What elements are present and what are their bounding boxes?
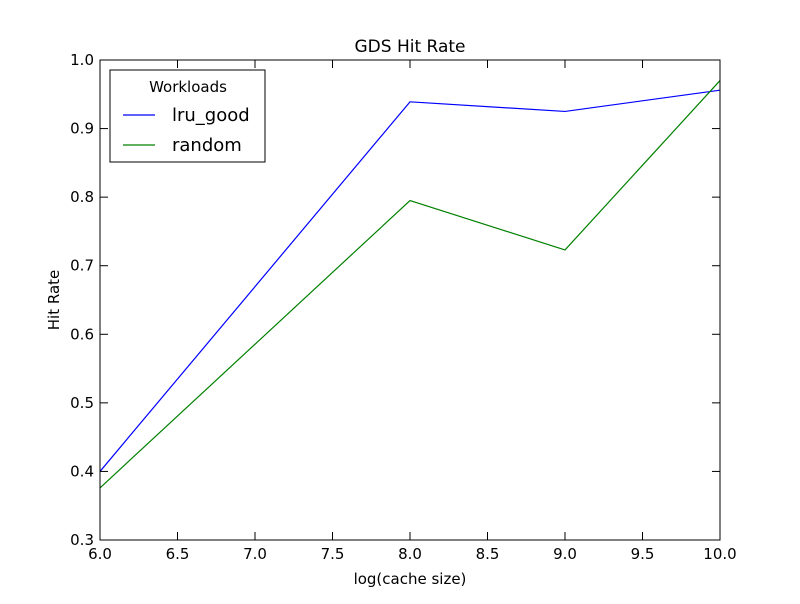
- y-tick-label: 0.9: [70, 120, 94, 138]
- y-tick-label: 0.6: [70, 325, 94, 343]
- legend-label-lru_good: lru_good: [172, 105, 250, 126]
- y-tick-label: 0.4: [70, 462, 94, 480]
- series-line-lru_good: [99, 89, 721, 472]
- x-axis-label: log(cache size): [354, 570, 467, 588]
- x-tick-label: 6.5: [166, 545, 190, 563]
- series-layer: [99, 80, 721, 489]
- y-tick-label: 0.3: [70, 531, 94, 549]
- ticks-layer: 6.0 6.5 7.0 7.5 8.0 8.5 9.0 9.5 10.0 0.3 0.4 0.5 0.6…: [70, 51, 737, 563]
- x-tick-label: 7.0: [243, 545, 267, 563]
- series-line-random: [99, 80, 721, 489]
- x-tick-label: 8.0: [398, 545, 422, 563]
- x-tick-label: 10.0: [703, 545, 736, 563]
- x-tick-label: 8.5: [476, 545, 500, 563]
- legend-title: Workloads: [149, 78, 227, 96]
- x-tick-label: 7.5: [321, 545, 345, 563]
- y-tick-label: 1.0: [70, 51, 94, 69]
- y-axis-label: Hit Rate: [45, 270, 63, 331]
- y-tick-label: 0.8: [70, 188, 94, 206]
- legend-label-random: random: [172, 135, 242, 156]
- x-tick-label: 9.5: [631, 545, 655, 563]
- y-tick-label: 0.7: [70, 257, 94, 275]
- chart-title: GDS Hit Rate: [354, 37, 465, 57]
- x-tick-label: 6.0: [88, 545, 112, 563]
- x-tick-label: 9.0: [553, 545, 577, 563]
- y-tick-label: 0.5: [70, 394, 94, 412]
- legend-box: [109, 69, 266, 163]
